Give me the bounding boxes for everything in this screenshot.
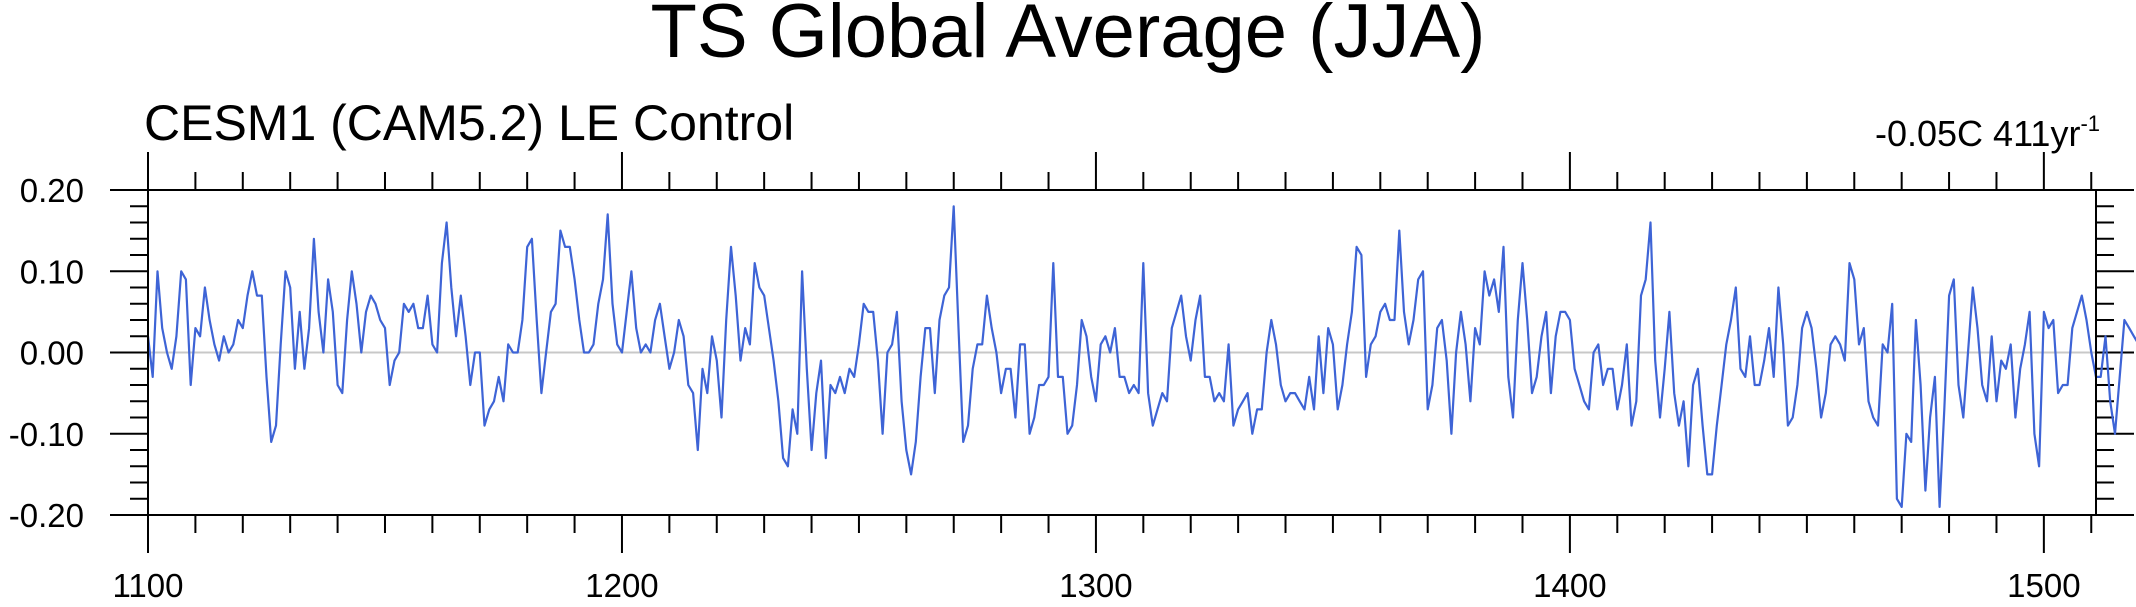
x-tick-label: 1300 [1059, 567, 1132, 604]
y-tick-label: 0.10 [20, 253, 84, 290]
y-tick-label: 0.00 [20, 335, 84, 372]
trend-label-text: -0.05C 411yr [1875, 113, 2080, 154]
x-tick-label: 1500 [2007, 567, 2080, 604]
axis-ticks [110, 152, 2134, 553]
trend-label: -0.05C 411yr-1 [1875, 111, 2100, 154]
series-line [146, 205, 2136, 508]
x-tick-label: 1400 [1533, 567, 1606, 604]
chart-title: TS Global Average (JJA) [651, 0, 1486, 74]
plot-frame [147, 189, 2097, 516]
y-tick-label: -0.20 [9, 497, 84, 534]
chart-subtitle: CESM1 (CAM5.2) LE Control [144, 95, 794, 151]
y-tick-label: -0.10 [9, 416, 84, 453]
trend-label-superscript: -1 [2080, 111, 2100, 136]
x-tick-label: 1100 [113, 567, 184, 604]
axis-tick-labels: 1100 1200 1300 1400 1500 0.20 0.10 0.00 -0.10 -0.… [9, 172, 2081, 604]
y-tick-label: 0.20 [20, 172, 84, 209]
x-tick-label: 1200 [585, 567, 658, 604]
